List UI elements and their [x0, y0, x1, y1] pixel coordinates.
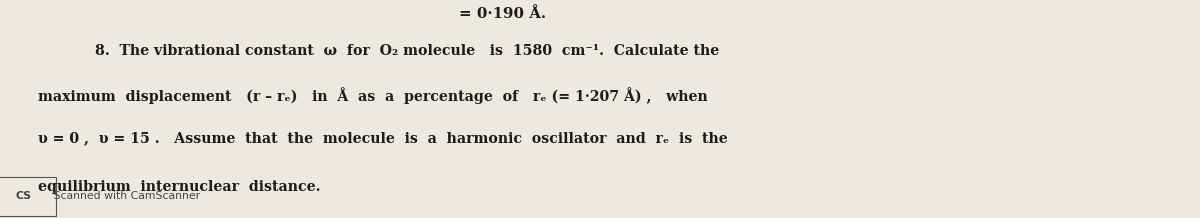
Text: 8.  The vibrational constant  ω  for  O₂ molecule   is  1580  cm⁻¹.  Calculate t: 8. The vibrational constant ω for O₂ mol…: [95, 44, 720, 58]
FancyBboxPatch shape: [0, 177, 55, 216]
Text: Scanned with CamScanner: Scanned with CamScanner: [49, 191, 200, 201]
Text: maximum  displacement   (r – rₑ)   in  Å  as  a  percentage  of   rₑ (= 1·207 Å): maximum displacement (r – rₑ) in Å as a …: [38, 87, 708, 104]
Text: υ = 0 ,  υ = 15 .   Assume  that  the  molecule  is  a  harmonic  oscillator  an: υ = 0 , υ = 15 . Assume that the molecul…: [38, 131, 727, 145]
Text: equilibrium  internuclear  distance.: equilibrium internuclear distance.: [38, 180, 320, 194]
Text: = 0·190 Å.: = 0·190 Å.: [460, 7, 546, 20]
Text: CS: CS: [16, 191, 31, 201]
